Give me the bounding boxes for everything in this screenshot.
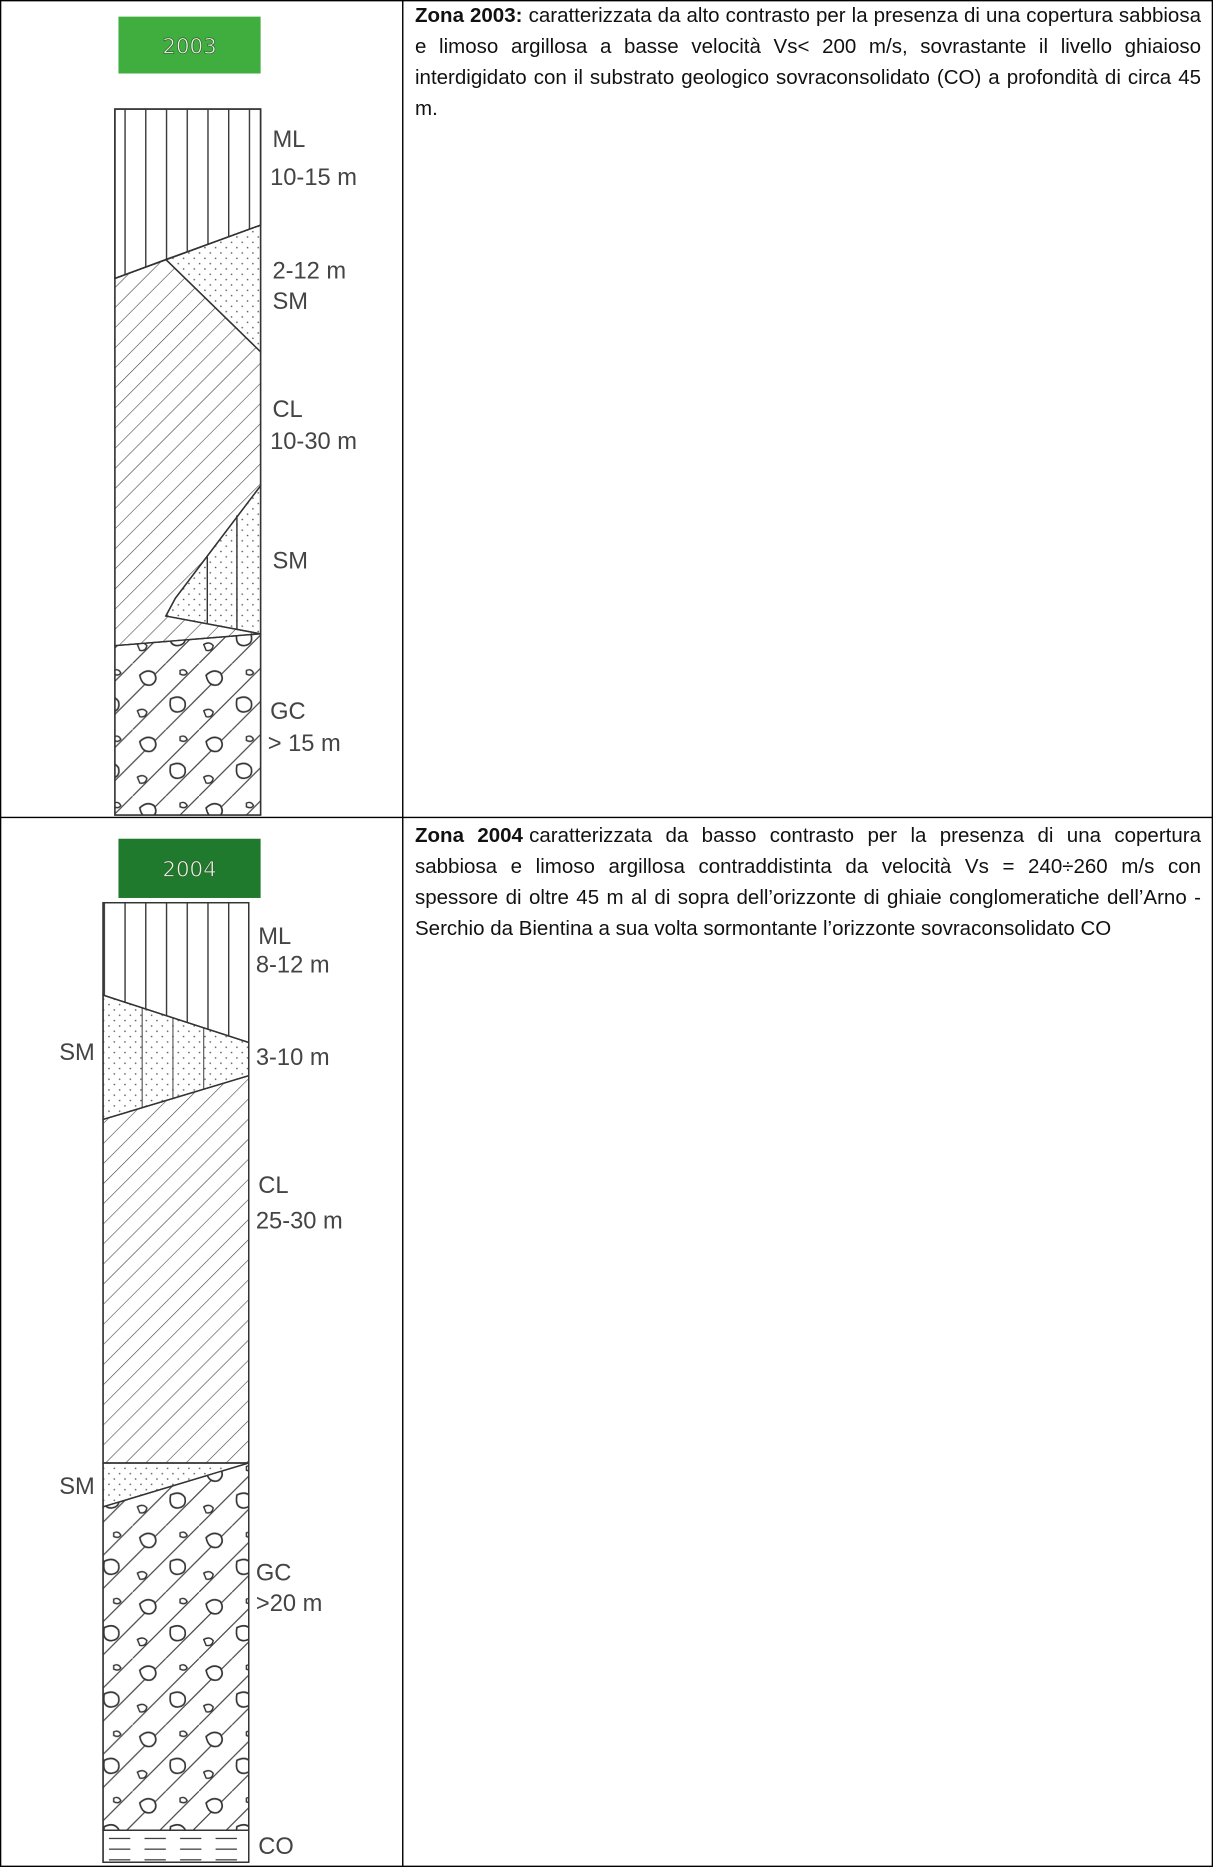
zone-title: Zona 2003: bbox=[415, 4, 523, 27]
zone-title: Zona 2004 bbox=[415, 824, 523, 847]
layer-label: SM bbox=[272, 549, 308, 575]
layer-label: SM bbox=[59, 1474, 95, 1500]
layer-label: ML bbox=[272, 127, 305, 153]
layer-label: 10-30 m bbox=[270, 429, 357, 455]
zone-description: Zona 2004 caratterizzata da basso contras… bbox=[415, 820, 1201, 944]
badge-label: 2004 bbox=[162, 858, 216, 883]
layer-label: 8-12 m bbox=[256, 953, 330, 979]
layer-label: 25-30 m bbox=[256, 1208, 343, 1234]
layer-label: ML bbox=[258, 924, 291, 950]
layer-label: 10-15 m bbox=[270, 165, 357, 191]
layer-label: CO bbox=[258, 1834, 294, 1860]
stratigraphic-column bbox=[102, 901, 250, 1863]
zone-description: Zona 2003: caratterizzata da alto contras… bbox=[415, 0, 1201, 124]
badge-label: 2003 bbox=[162, 34, 216, 59]
layer-label: > 15 m bbox=[268, 731, 341, 757]
layer-label: 3-10 m bbox=[256, 1045, 330, 1071]
layer-label: 2-12 m bbox=[272, 258, 346, 284]
layer-label: GC bbox=[256, 1560, 292, 1586]
layer-label: GC bbox=[270, 699, 306, 725]
badge bbox=[118, 838, 261, 898]
layer-label: >20 m bbox=[256, 1591, 323, 1617]
layer-label: SM bbox=[59, 1040, 95, 1066]
stratigraphic-column bbox=[114, 108, 262, 816]
layer-label: CL bbox=[258, 1173, 288, 1199]
layer-label: SM bbox=[272, 289, 308, 315]
layer-label: CL bbox=[272, 397, 302, 423]
zone-text: caratterizzata da basso contrasto per la… bbox=[415, 824, 1201, 940]
zone-text: caratterizzata da alto contrasto per la … bbox=[415, 4, 1201, 120]
badge bbox=[118, 16, 261, 74]
